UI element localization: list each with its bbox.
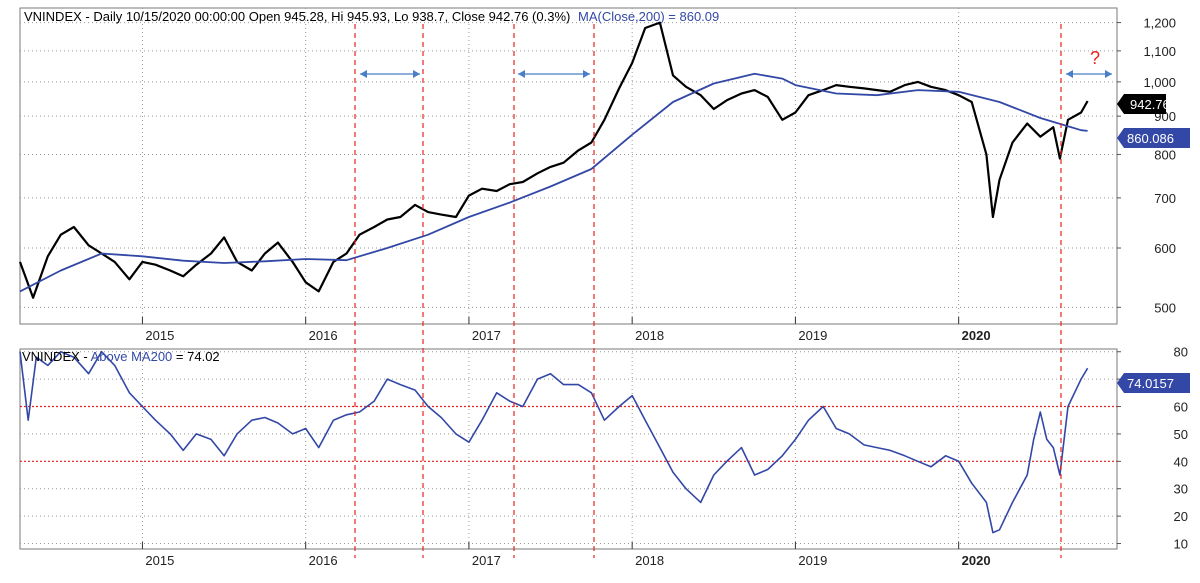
- price-x-tick-label: 2020: [962, 328, 991, 343]
- breadth-panel-frame: [19, 348, 1118, 550]
- price-x-tick-label: 2015: [145, 328, 174, 343]
- breadth-indicator-label: Above MA200: [91, 349, 173, 364]
- breadth-x-tick-label: 2017: [472, 553, 501, 568]
- period-arrow-head-left: [360, 70, 367, 78]
- breadth-title-prefix: VNINDEX -: [22, 349, 91, 364]
- price-y-tick-label: 1,000: [1143, 75, 1176, 90]
- period-arrow-head-right: [413, 70, 420, 78]
- breadth-reference-lines: [20, 405, 1117, 462]
- ma-legend-label: MA(Close,200) = 860.09: [578, 9, 719, 24]
- price-gridlines: [20, 22, 1117, 308]
- close-badge-background: [1117, 94, 1166, 114]
- period-arrow-head-left: [1066, 70, 1073, 78]
- breadth-y-tick-label: 20: [1174, 509, 1188, 524]
- question-mark: ?: [1090, 48, 1100, 68]
- annotations: [354, 24, 1112, 558]
- price-x-tick-label: 2019: [798, 328, 827, 343]
- price-y-tick-label: 1,200: [1143, 16, 1176, 31]
- breadth-y-tick-label: 60: [1174, 400, 1188, 415]
- ma-badge-value: 860.086: [1127, 131, 1174, 146]
- breadth-badge-background: [1117, 373, 1190, 393]
- price-y-tick-label: 800: [1154, 147, 1176, 162]
- period-arrow-head-left: [518, 70, 525, 78]
- breadth-panel-title: VNINDEX - Above MA200 = 74.02: [22, 349, 220, 364]
- breadth-indicator-value: = 74.02: [176, 349, 220, 364]
- price-y-tick-label: 700: [1154, 191, 1176, 206]
- price-x-tick-label: 2016: [309, 328, 338, 343]
- breadth-y-tick-label: 30: [1174, 482, 1188, 497]
- breadth-value-badge: 74.0157: [1117, 373, 1190, 393]
- price-x-tick-label: 2018: [635, 328, 664, 343]
- price-panel-frame: [19, 7, 1118, 325]
- price-y-tick-label: 600: [1154, 241, 1176, 256]
- period-arrow-head-right: [1105, 70, 1112, 78]
- breadth-x-tick-label: 2020: [962, 553, 991, 568]
- price-panel-title: VNINDEX - Daily 10/15/2020 00:00:00 Open…: [24, 9, 719, 24]
- price-line: [18, 21, 1089, 299]
- breadth-y-tick-label: 80: [1174, 345, 1188, 360]
- price-title-text: VNINDEX - Daily 10/15/2020 00:00:00 Open…: [24, 9, 570, 24]
- breadth-y-tick-label: 10: [1174, 537, 1188, 552]
- period-arrow-head-right: [583, 70, 590, 78]
- breadth-x-axis: 2015 2016 2017 2018 2019 2020: [141, 349, 991, 568]
- ma-badge-background: [1117, 128, 1190, 148]
- close-badge-value: 942.76: [1130, 97, 1170, 112]
- close-price-badge: 942.76: [1117, 94, 1170, 114]
- price-x-axis: 2015 2016 2017 2018 2019 2020: [141, 8, 991, 343]
- breadth-y-tick-label: 40: [1174, 454, 1188, 469]
- breadth-x-tick-label: 2019: [798, 553, 827, 568]
- price-y-tick-label: 500: [1154, 300, 1176, 315]
- ma200-line: [19, 72, 1088, 293]
- breadth-x-tick-label: 2015: [145, 553, 174, 568]
- price-series: [18, 21, 1089, 299]
- breadth-x-tick-label: 2018: [635, 553, 664, 568]
- breadth-panel: 1020304050607080 20152016201720182019202…: [19, 345, 1190, 568]
- breadth-y-tick-label: 50: [1174, 427, 1188, 442]
- above-ma200-line: [19, 350, 1089, 534]
- price-y-tick-label: 1,100: [1143, 44, 1176, 59]
- breadth-x-tick-label: 2016: [309, 553, 338, 568]
- breadth-series: [19, 350, 1089, 534]
- breadth-badge-value: 74.0157: [1127, 376, 1174, 391]
- price-x-tick-label: 2017: [472, 328, 501, 343]
- ma-value-badge: 860.086: [1117, 128, 1190, 148]
